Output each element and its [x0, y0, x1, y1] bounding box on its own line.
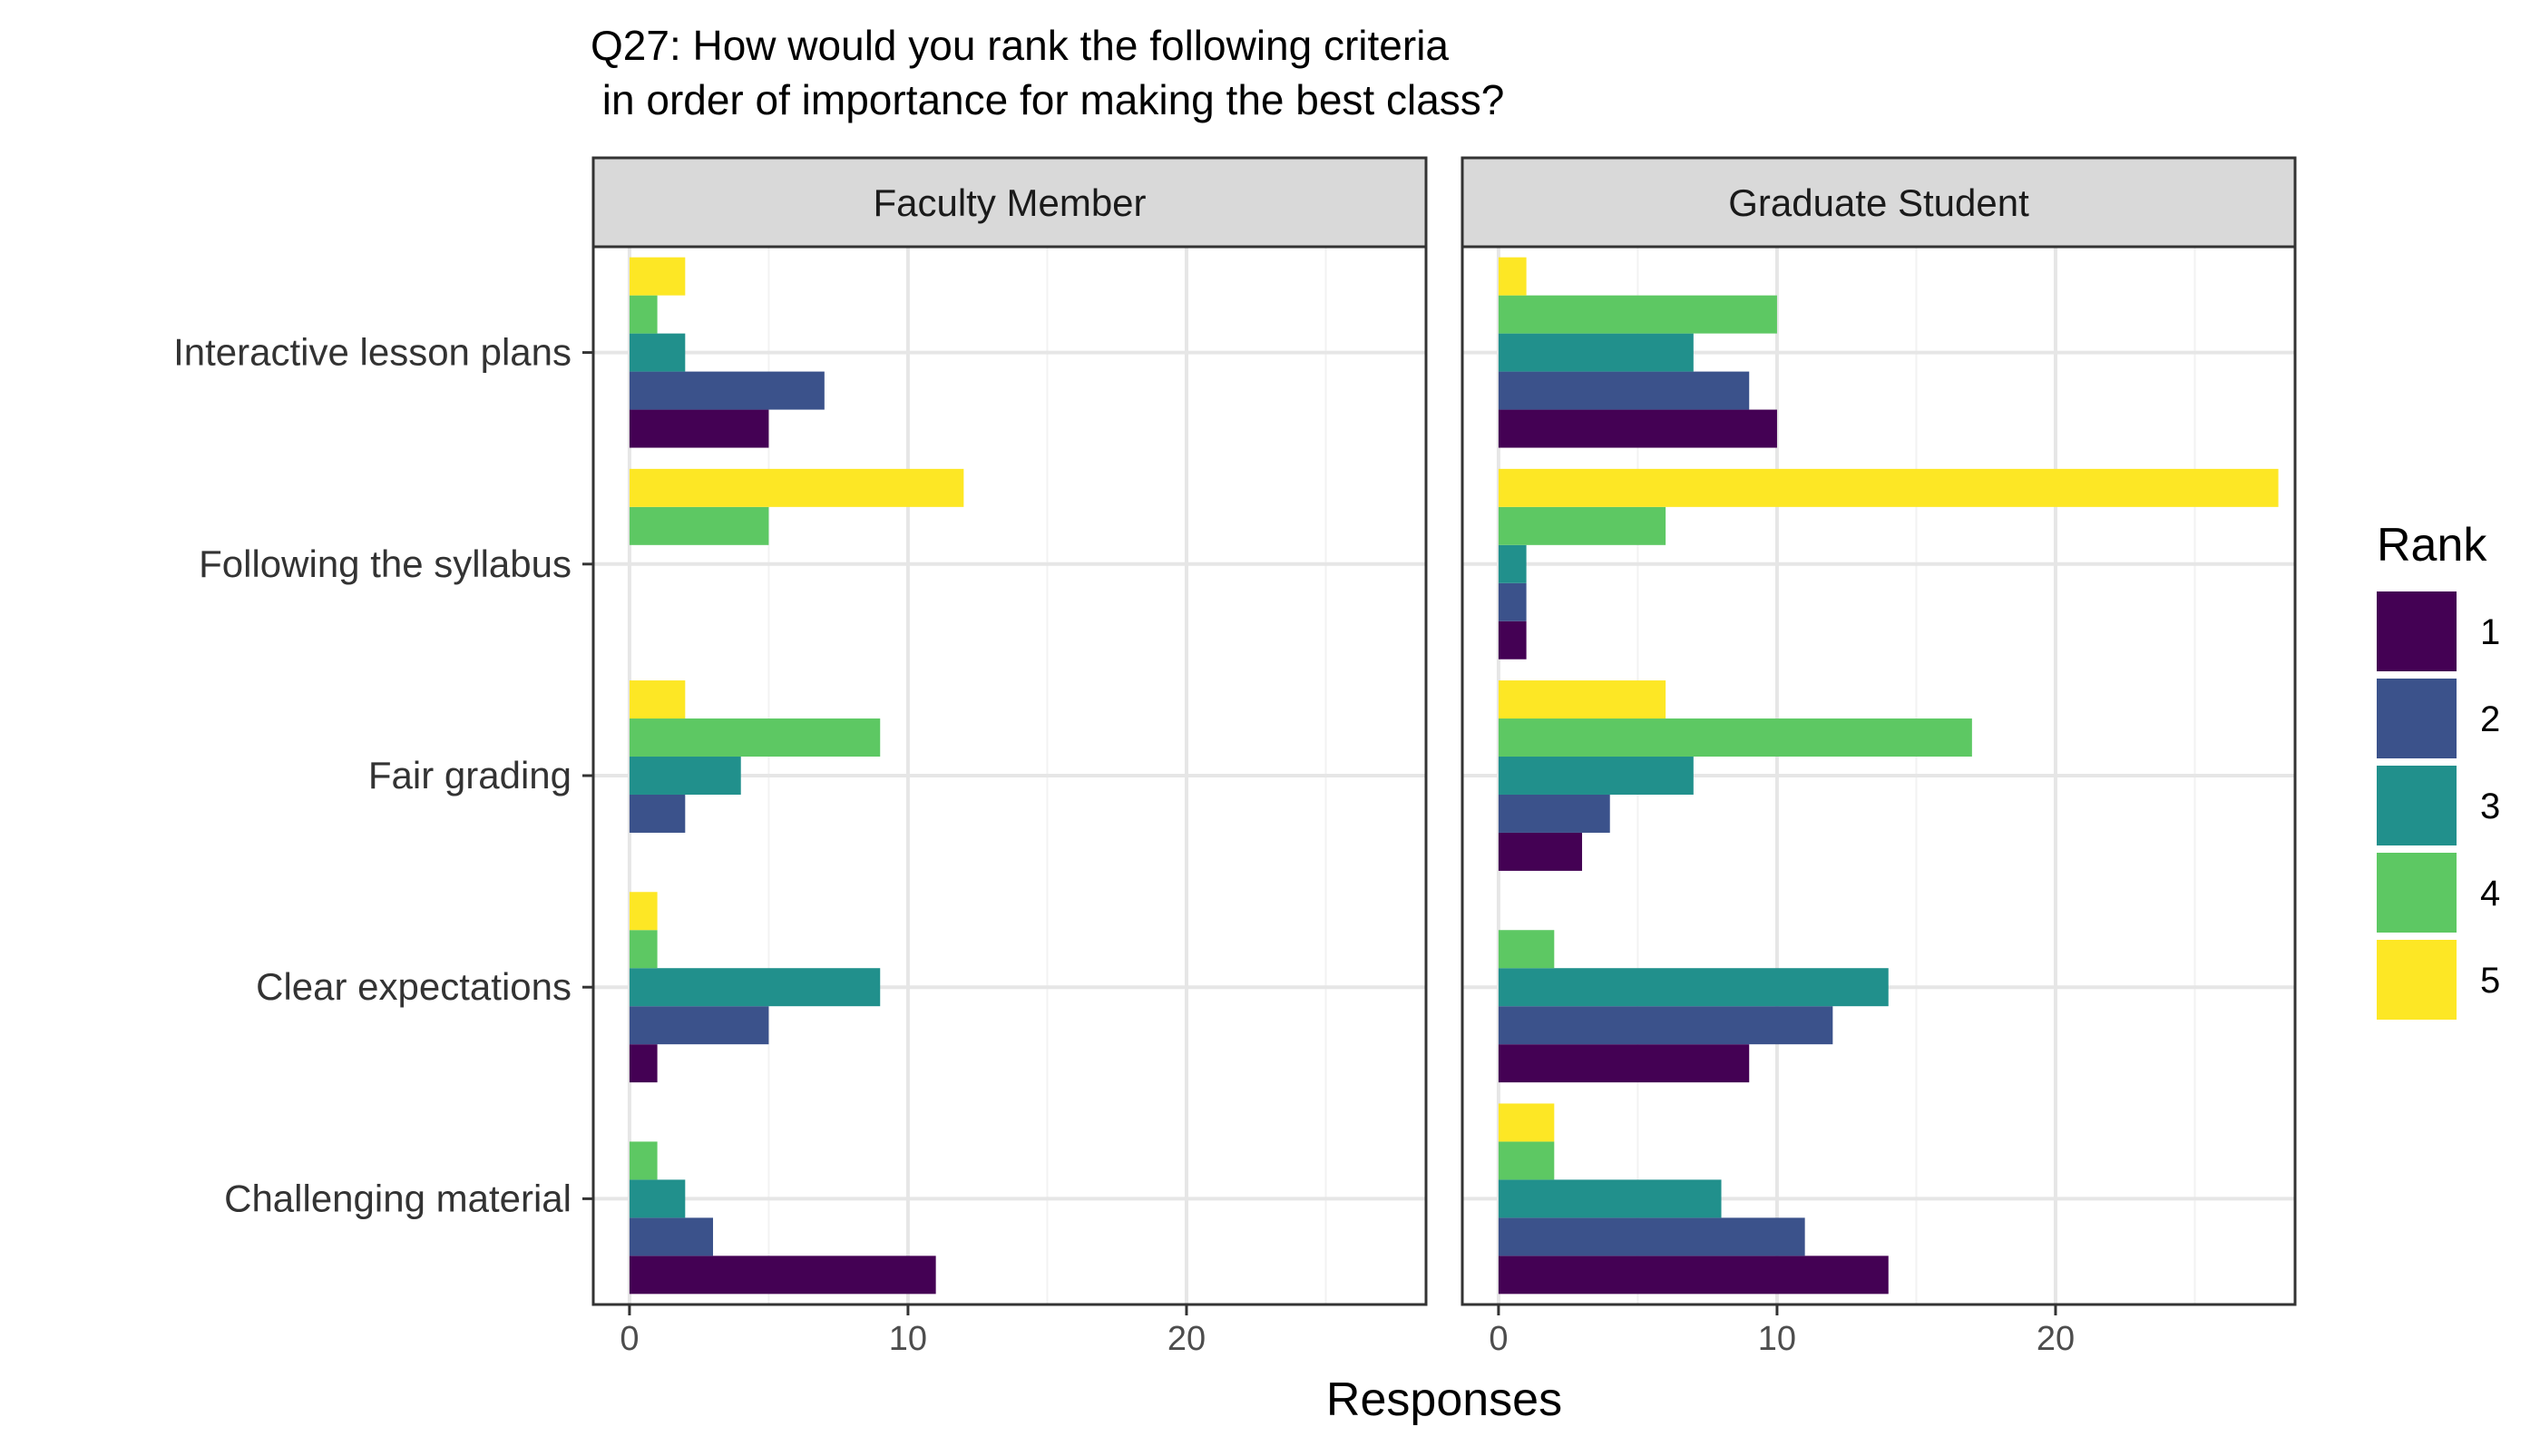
facet-strip: [591, 156, 1428, 249]
bar-faculty-rank4: [629, 718, 881, 757]
legend-swatch: [2377, 940, 2457, 1020]
bar-graduate-rank5: [1498, 257, 1527, 296]
bar-faculty-rank5: [629, 468, 964, 507]
bar-graduate-rank3: [1498, 333, 1694, 372]
bar-graduate-rank2: [1498, 1006, 1833, 1045]
bar-graduate-rank5: [1498, 680, 1666, 719]
x-tick-label: 0: [1489, 1320, 1508, 1358]
bar-graduate-rank4: [1498, 718, 1972, 757]
bar-faculty-rank3: [629, 968, 881, 1007]
x-tick-label: 0: [620, 1320, 639, 1358]
bar-faculty-rank4: [629, 930, 658, 969]
legend-swatch: [2377, 853, 2457, 933]
bar-graduate-rank1: [1498, 1044, 1750, 1083]
bar-graduate-rank2: [1498, 582, 1527, 621]
x-tick-label: 10: [889, 1320, 927, 1358]
bar-graduate-rank5: [1498, 1103, 1555, 1142]
bar-faculty-rank3: [629, 333, 686, 372]
bar-faculty-rank1: [629, 409, 769, 448]
category-label: Following the syllabus: [199, 542, 572, 585]
category-label: Interactive lesson plans: [173, 331, 572, 374]
bar-graduate-rank4: [1498, 295, 1777, 334]
bar-faculty-rank4: [629, 506, 769, 545]
facet-strip: [1460, 156, 2297, 249]
chart-title-line: Q27: How would you rank the following cr…: [591, 22, 1449, 69]
bar-faculty-rank5: [629, 892, 658, 931]
bar-graduate-rank4: [1498, 506, 1666, 545]
facet-strip-label: Graduate Student: [1728, 181, 2029, 224]
category-label: Clear expectations: [256, 965, 572, 1008]
bar-faculty-rank3: [629, 757, 741, 795]
legend-label: 2: [2480, 699, 2500, 739]
bar-graduate-rank1: [1498, 832, 1583, 871]
bar-faculty-rank2: [629, 1006, 769, 1045]
bar-graduate-rank3: [1498, 757, 1694, 795]
facet-strip-label: Faculty Member: [873, 181, 1146, 224]
bar-graduate-rank3: [1498, 544, 1527, 583]
category-label: Fair grading: [368, 754, 572, 796]
bar-graduate-rank2: [1498, 1217, 1805, 1256]
bar-faculty-rank3: [629, 1179, 686, 1218]
bar-graduate-rank2: [1498, 794, 1610, 833]
bar-faculty-rank2: [629, 794, 686, 833]
bar-graduate-rank5: [1498, 468, 2279, 507]
bar-faculty-rank1: [629, 1044, 658, 1083]
bar-faculty-rank2: [629, 1217, 714, 1256]
x-tick-label: 10: [1758, 1320, 1796, 1358]
bar-faculty-rank5: [629, 680, 686, 719]
bar-faculty-rank4: [629, 1141, 658, 1180]
chart-title-line: in order of importance for making the be…: [591, 76, 1504, 123]
legend-label: 5: [2480, 961, 2500, 1001]
legend-swatch: [2377, 766, 2457, 845]
bar-faculty-rank4: [629, 295, 658, 334]
x-tick-label: 20: [1167, 1320, 1206, 1358]
bar-graduate-rank4: [1498, 1141, 1555, 1180]
bar-faculty-rank5: [629, 257, 686, 296]
legend-label: 3: [2480, 787, 2500, 826]
bar-graduate-rank1: [1498, 409, 1777, 448]
bar-graduate-rank1: [1498, 1256, 1889, 1295]
category-label: Challenging material: [224, 1177, 572, 1219]
legend-swatch: [2377, 591, 2457, 671]
legend-title: Rank: [2377, 519, 2487, 572]
bar-graduate-rank4: [1498, 930, 1555, 969]
x-tick-label: 20: [2037, 1320, 2075, 1358]
bar-faculty-rank2: [629, 371, 825, 410]
legend-swatch: [2377, 679, 2457, 758]
legend-label: 1: [2480, 612, 2500, 652]
bar-faculty-rank1: [629, 1256, 936, 1295]
bar-graduate-rank3: [1498, 1179, 1722, 1218]
bar-graduate-rank3: [1498, 968, 1889, 1007]
bar-graduate-rank2: [1498, 371, 1750, 410]
legend-label: 4: [2480, 874, 2500, 914]
x-axis-title: Responses: [1326, 1373, 1562, 1426]
bar-graduate-rank1: [1498, 621, 1527, 660]
